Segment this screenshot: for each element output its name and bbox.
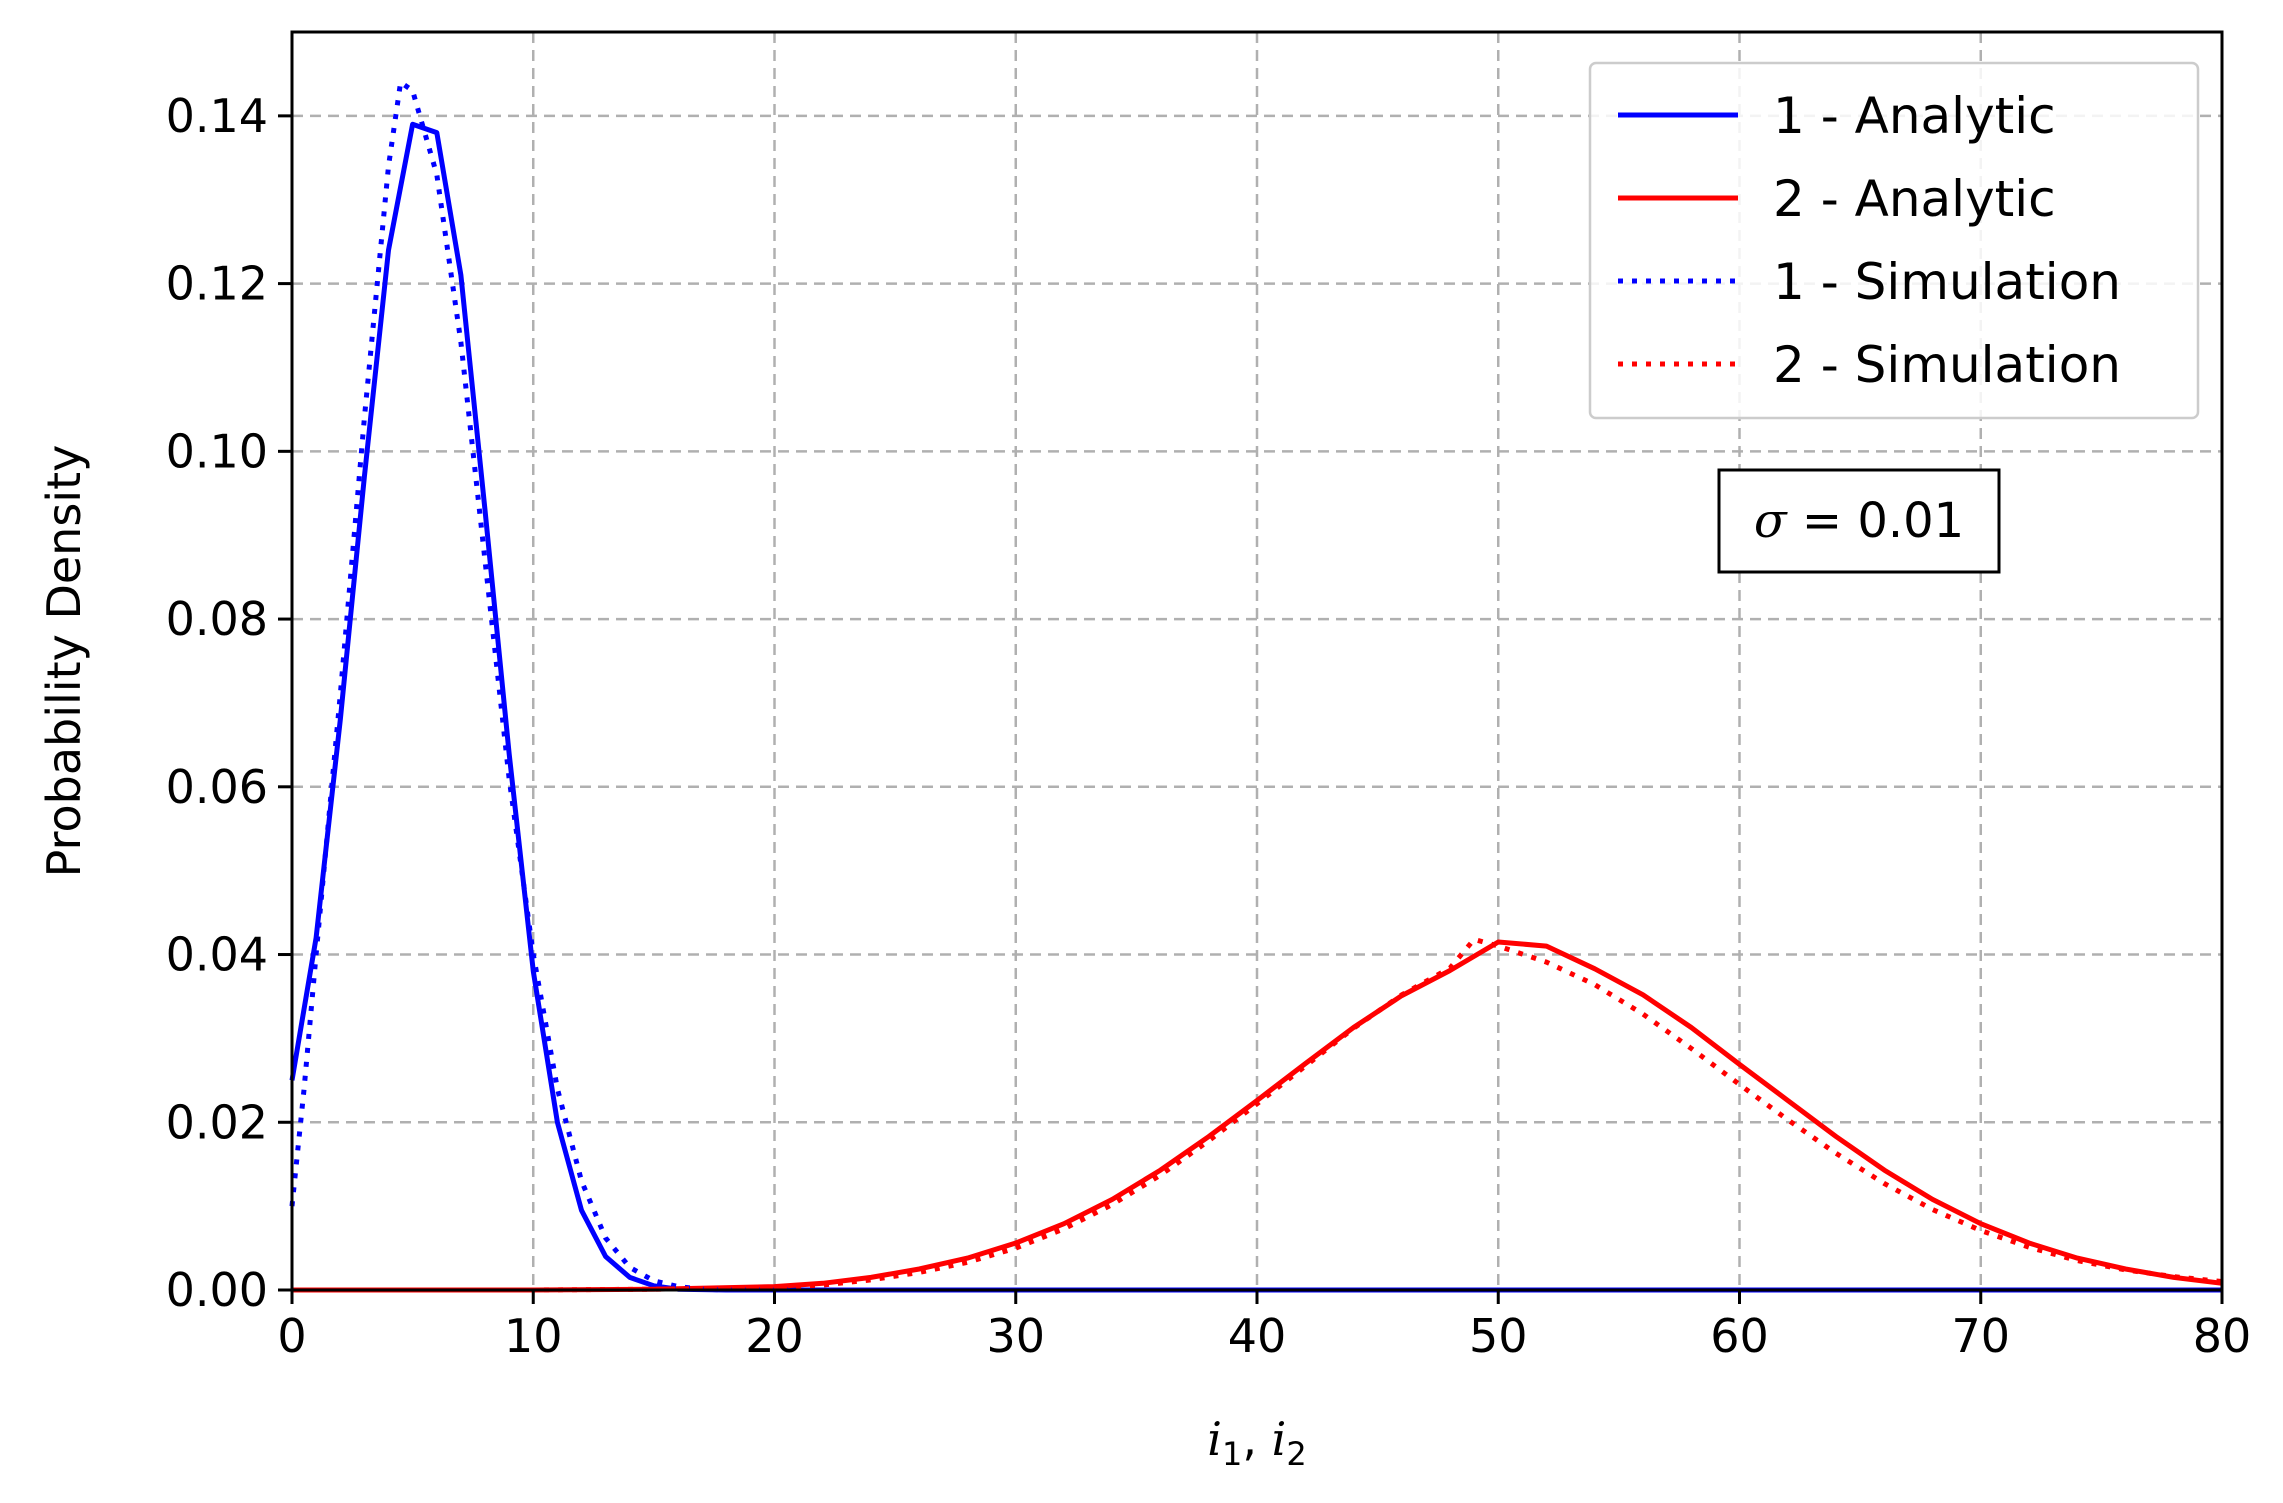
x-label-separator: , — [1242, 1412, 1271, 1466]
x-label-symbol-1: i — [1207, 1412, 1222, 1466]
x-axis-label: i1, i2 — [1207, 1412, 1306, 1473]
legend-label: 2 - Simulation — [1773, 336, 2121, 394]
y-tick-label: 0.08 — [166, 592, 268, 646]
y-tick-label: 0.00 — [166, 1263, 268, 1317]
sigma-symbol: σ — [1754, 493, 1788, 549]
x-tick-label: 20 — [745, 1309, 804, 1363]
sigma-annotation-text: σ = 0.01 — [1754, 493, 1964, 549]
legend-entries: 1 - Analytic 2 - Analytic 1 - Simulation 2 … — [1618, 87, 2121, 394]
y-tick-label: 0.02 — [166, 1095, 268, 1149]
x-tick-label: 40 — [1228, 1309, 1287, 1363]
legend-label: 1 - Simulation — [1773, 253, 2121, 311]
x-label-symbol-2: i — [1272, 1412, 1287, 1466]
x-tick-label: 70 — [1951, 1309, 2010, 1363]
x-tick-label: 0 — [277, 1309, 306, 1363]
sigma-annotation-box — [1717, 468, 2001, 574]
y-tick-label: 0.12 — [166, 257, 268, 311]
y-tick-label: 0.06 — [166, 760, 268, 814]
x-label-subscript-2: 2 — [1286, 1435, 1306, 1473]
axis-ticks: 0 10 20 30 40 50 60 70 80 0.00 0.02 0.04 0.06 0.08 0.1… — [166, 89, 2252, 1363]
legend-box — [1588, 61, 2200, 420]
y-tick-label: 0.14 — [166, 89, 268, 143]
legend-label: 2 - Analytic — [1773, 170, 2056, 228]
sigma-value: = 0.01 — [1787, 493, 1965, 549]
x-tick-label: 30 — [986, 1309, 1045, 1363]
sigma-annotation: σ = 0.01 — [1717, 468, 2001, 574]
legend-label: 1 - Analytic — [1773, 87, 2056, 145]
x-label-subscript-1: 1 — [1222, 1435, 1242, 1473]
legend: 1 - Analytic 2 - Analytic 1 - Simulation 2 … — [1588, 61, 2200, 420]
series-line-2-simulation — [292, 936, 2223, 1293]
y-tick-label: 0.04 — [166, 928, 268, 982]
x-tick-label: 60 — [1710, 1309, 1769, 1363]
x-tick-label: 10 — [504, 1309, 563, 1363]
x-tick-label: 80 — [2193, 1309, 2252, 1363]
y-axis-label: Probability Density — [37, 445, 91, 878]
x-tick-label: 50 — [1469, 1309, 1528, 1363]
y-tick-label: 0.10 — [166, 424, 268, 478]
